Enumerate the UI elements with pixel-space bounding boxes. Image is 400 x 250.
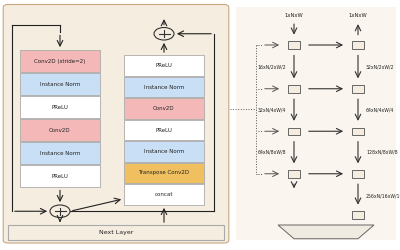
Text: PReLU: PReLU: [156, 63, 172, 68]
Text: 32xN/2xW/2: 32xN/2xW/2: [366, 64, 394, 70]
Bar: [20, 74, 100, 95]
Bar: [352, 211, 364, 219]
Text: 1xNxW: 1xNxW: [285, 12, 303, 18]
Bar: [288, 85, 300, 92]
Text: 16xN/2xW/2: 16xN/2xW/2: [257, 64, 286, 70]
Text: Transpose Conv2D: Transpose Conv2D: [138, 170, 190, 175]
Bar: [20, 142, 100, 164]
FancyBboxPatch shape: [3, 4, 229, 243]
Text: PReLU: PReLU: [52, 174, 68, 178]
Text: Instance Norm: Instance Norm: [40, 150, 80, 156]
Bar: [124, 98, 204, 119]
Bar: [124, 184, 204, 204]
Text: Conv2D (stride=2): Conv2D (stride=2): [34, 59, 86, 64]
Text: Instance Norm: Instance Norm: [144, 85, 184, 90]
Bar: [124, 56, 204, 76]
Bar: [352, 85, 364, 92]
Bar: [124, 141, 204, 162]
Text: PReLU: PReLU: [156, 128, 172, 132]
Bar: [8, 225, 224, 240]
Bar: [288, 128, 300, 135]
Text: Instance Norm: Instance Norm: [40, 82, 80, 87]
Bar: [352, 170, 364, 177]
Text: Conv2D: Conv2D: [49, 128, 71, 133]
Text: 32xN/4xW/4: 32xN/4xW/4: [258, 108, 286, 112]
Text: Conv2D: Conv2D: [153, 106, 175, 111]
Bar: [20, 119, 100, 141]
Bar: [124, 163, 204, 183]
Text: 1xNxW: 1xNxW: [349, 12, 367, 18]
Text: Next Layer: Next Layer: [99, 230, 133, 235]
Bar: [288, 170, 300, 177]
Bar: [20, 50, 100, 72]
Text: Instance Norm: Instance Norm: [144, 149, 184, 154]
Text: 256xN/16xW/16: 256xN/16xW/16: [366, 194, 400, 199]
Bar: [288, 41, 300, 49]
Bar: [352, 41, 364, 49]
Polygon shape: [278, 225, 374, 239]
Bar: [20, 96, 100, 118]
Bar: [352, 128, 364, 135]
Text: concat: concat: [155, 192, 173, 197]
Text: PReLU: PReLU: [52, 105, 68, 110]
Text: 64xN/4xW/4: 64xN/4xW/4: [366, 108, 394, 112]
FancyBboxPatch shape: [236, 8, 396, 240]
Text: 64xN/8xW/8: 64xN/8xW/8: [258, 150, 286, 155]
Text: 128xN/8xW/8: 128xN/8xW/8: [366, 150, 398, 155]
Bar: [124, 120, 204, 140]
Bar: [124, 77, 204, 97]
Bar: [20, 165, 100, 187]
